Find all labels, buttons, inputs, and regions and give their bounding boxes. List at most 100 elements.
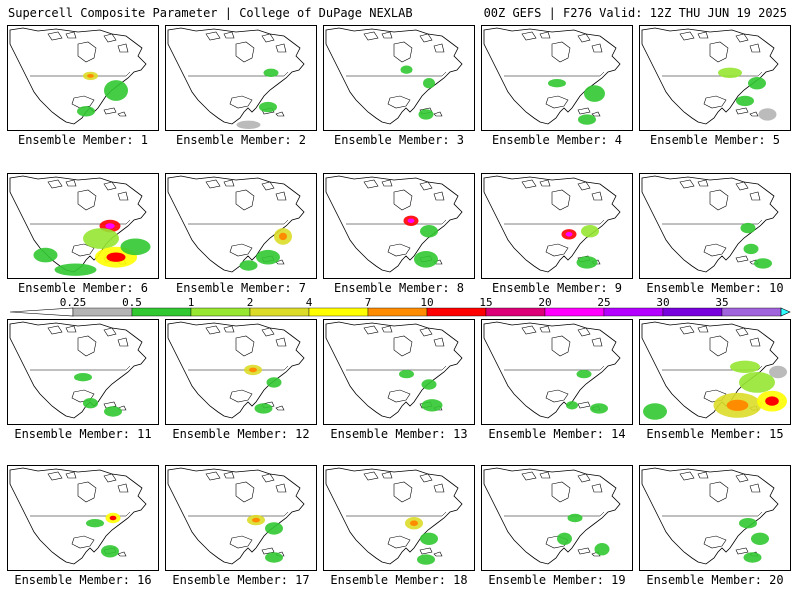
gulf-of-mexico: [229, 243, 253, 257]
map-canvas: [483, 467, 621, 565]
scp-contour: [265, 552, 283, 563]
scp-contour: [567, 513, 583, 523]
valid-time: 00Z GEFS | F276 Valid: 12Z THU JUN 19 20…: [483, 6, 787, 20]
scp-contour: [576, 369, 592, 379]
scp-contour: [643, 403, 667, 420]
island: [521, 471, 537, 481]
member-label: Ensemble Member: 10: [646, 281, 784, 295]
colorbar-tick-label: 7: [364, 296, 372, 309]
ensemble-map-7: [165, 173, 317, 279]
island: [275, 191, 287, 201]
island: [577, 401, 591, 409]
island: [381, 179, 393, 187]
scp-contour: [423, 78, 435, 89]
island: [735, 473, 749, 483]
scp-contour: [101, 545, 119, 558]
hudson-bay: [709, 481, 729, 503]
island: [223, 31, 235, 39]
gulf-of-mexico: [71, 535, 95, 549]
map-canvas: [325, 27, 463, 125]
hudson-bay: [709, 41, 729, 63]
us-canada-border: [504, 219, 605, 225]
ensemble-map-16: [7, 465, 159, 571]
hudson-bay: [393, 189, 413, 211]
ensemble-map-5: [639, 25, 791, 131]
island: [117, 111, 127, 117]
ensemble-map-12: [165, 319, 317, 425]
member-label: Ensemble Member: 1: [17, 133, 149, 147]
colorbar-segment: [603, 307, 664, 317]
hudson-bay: [393, 335, 413, 357]
scp-contour: [590, 403, 608, 414]
island: [521, 179, 537, 189]
island: [735, 547, 749, 555]
scp-contour-core: [105, 223, 115, 229]
island: [433, 483, 445, 493]
us-canada-border: [188, 219, 289, 225]
island: [749, 483, 761, 493]
island: [749, 111, 759, 117]
member-label: Ensemble Member: 18: [330, 573, 468, 587]
island: [205, 179, 221, 189]
island: [381, 325, 393, 333]
island: [591, 111, 601, 117]
hudson-bay: [235, 189, 255, 211]
island: [591, 483, 603, 493]
map-canvas: [325, 175, 463, 273]
hudson-bay: [551, 41, 571, 63]
scp-contour: [769, 365, 787, 379]
island: [381, 471, 393, 479]
map-canvas: [9, 27, 147, 125]
island: [103, 327, 117, 337]
island: [223, 325, 235, 333]
member-label: Ensemble Member: 8: [333, 281, 465, 295]
map-canvas: [641, 467, 779, 565]
gulf-of-mexico: [387, 535, 411, 549]
colorbar-tick-label: 10: [420, 296, 434, 309]
member-label: Ensemble Member: 2: [175, 133, 307, 147]
us-canada-border: [30, 71, 131, 77]
scp-contour: [736, 95, 754, 107]
scp-contour: [74, 373, 92, 382]
island: [433, 551, 443, 557]
hudson-bay: [551, 481, 571, 503]
ensemble-map-15: [639, 319, 791, 425]
member-label: Ensemble Member: 15: [646, 427, 784, 441]
island: [261, 327, 275, 337]
island: [275, 111, 285, 117]
island: [749, 191, 761, 201]
scp-contour-core: [106, 252, 126, 262]
map-title: Supercell Composite Parameter | College …: [8, 6, 413, 20]
map-canvas: [483, 27, 621, 125]
island: [261, 547, 275, 555]
scp-contour-core: [252, 517, 260, 523]
ensemble-map-3: [323, 25, 475, 131]
island: [697, 325, 709, 333]
member-label: Ensemble Member: 6: [17, 281, 149, 295]
island: [47, 31, 63, 41]
scp-contour: [748, 77, 766, 90]
scp-contour: [417, 554, 435, 565]
gulf-of-mexico: [545, 95, 569, 109]
island: [679, 179, 695, 189]
ensemble-map-17: [165, 465, 317, 571]
member-label: Ensemble Member: 7: [175, 281, 307, 295]
island: [539, 325, 551, 333]
island: [275, 405, 285, 411]
island: [735, 255, 749, 263]
hudson-bay: [235, 481, 255, 503]
ensemble-map-6: [7, 173, 159, 279]
scp-contour: [83, 398, 98, 409]
scp-contour: [557, 532, 572, 545]
island: [419, 181, 433, 191]
member-label: Ensemble Member: 9: [491, 281, 623, 295]
island: [363, 325, 379, 335]
ensemble-map-8: [323, 173, 475, 279]
island: [65, 325, 77, 333]
island: [591, 337, 603, 347]
scp-contour: [754, 258, 772, 269]
colorbar-segment: [249, 307, 310, 317]
scp-contour-core: [726, 399, 749, 411]
colorbar-segment: [131, 307, 192, 317]
us-canada-border: [346, 365, 447, 371]
